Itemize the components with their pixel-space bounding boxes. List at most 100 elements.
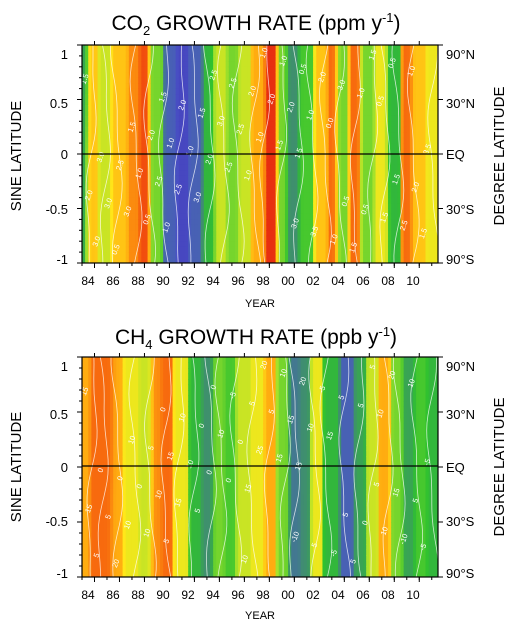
co2-heat-cell [144, 148, 149, 155]
co2-heat-cell [135, 45, 139, 52]
co2-heat-cell [425, 252, 430, 259]
co2-heat-cell [125, 213, 130, 220]
co2-heat-cell [353, 104, 358, 111]
co2-heat-cell [181, 137, 186, 144]
co2-heat-cell [250, 175, 255, 182]
co2-heat-cell [347, 235, 352, 242]
co2-heat-cell [191, 154, 196, 161]
co2-heat-cell [394, 99, 398, 106]
co2-heat-cell [316, 219, 320, 226]
co2-heat-cell [334, 241, 339, 248]
co2-heat-cell [178, 104, 183, 111]
co2-heat-cell [147, 235, 152, 242]
co2-heat-cell [284, 235, 289, 242]
co2-heat-cell [153, 257, 158, 263]
co2-heat-cell [85, 104, 89, 111]
co2-heat-cell [369, 230, 374, 237]
co2-heat-cell [369, 137, 374, 144]
co2-heat-cell [284, 230, 289, 237]
co2-heat-cell [144, 45, 149, 52]
co2-heat-cell [97, 126, 102, 133]
co2-heat-cell [428, 246, 433, 253]
co2-heat-cell [194, 143, 199, 150]
co2-heat-cell [203, 143, 208, 150]
co2-heat-cell [222, 55, 227, 62]
co2-heat-cell [403, 154, 408, 161]
co2-heat-cell [231, 154, 236, 161]
co2-heat-cell [244, 246, 249, 253]
co2-heat-cell [281, 213, 286, 220]
co2-heat-cell [97, 83, 102, 90]
co2-heat-cell [222, 181, 227, 188]
co2-heat-cell [331, 246, 336, 253]
co2-heat-cell [200, 94, 205, 101]
co2-heat-cell [260, 94, 264, 101]
co2-heat-cell [381, 159, 386, 166]
co2-heat-cell [260, 230, 264, 237]
co2-heat-cell [416, 99, 420, 106]
co2-heat-cell [256, 235, 261, 242]
co2-heat-cell [110, 137, 114, 144]
co2-heat-cell [338, 164, 342, 171]
co2-heat-cell [416, 50, 420, 57]
co2-heat-cell [103, 94, 108, 101]
co2-heat-cell [375, 230, 380, 237]
co2-heat-cell [197, 159, 202, 166]
co2-heat-cell [131, 154, 136, 161]
co2-heat-cell [363, 252, 367, 259]
co2-heat-cell [106, 77, 111, 84]
co2-heat-cell [434, 208, 438, 215]
co2-heat-cell [241, 208, 245, 215]
co2-heat-cell [319, 94, 324, 101]
co2-heat-cell [409, 143, 414, 150]
co2-heat-cell [413, 159, 417, 166]
co2-heat-cell [141, 132, 146, 139]
co2-heat-cell [228, 83, 233, 90]
co2-heat-cell [85, 77, 89, 84]
co2-heat-cell [309, 224, 314, 231]
co2-heat-cell [322, 241, 327, 248]
co2-heat-cell [359, 246, 364, 253]
co2-heat-cell [425, 110, 430, 117]
co2-heat-cell [263, 77, 267, 84]
co2-heat-cell [241, 126, 245, 133]
co2-heat-cell [309, 115, 314, 122]
co2-heat-cell [366, 50, 370, 57]
co2-heat-cell [197, 181, 202, 188]
co2-heat-cell [219, 143, 224, 150]
co2-heat-cell [288, 154, 292, 161]
co2-heat-cell [244, 137, 249, 144]
ch4-heat-cell [85, 555, 89, 562]
ch4-heat-cell [94, 357, 99, 364]
co2-heat-cell [247, 121, 252, 128]
co2-heat-cell [378, 170, 383, 177]
co2-heat-cell [125, 45, 130, 52]
co2-heat-cell [344, 203, 349, 210]
ch4-heat-cell [88, 500, 92, 507]
co2-heat-cell [284, 246, 289, 253]
co2-heat-cell [325, 50, 330, 57]
co2-heat-cell [394, 175, 398, 182]
co2-heat-cell [338, 235, 342, 242]
co2-heat-cell [391, 88, 395, 95]
co2-heat-cell [334, 164, 339, 171]
co2-heat-cell [110, 66, 114, 73]
co2-heat-cell [216, 132, 220, 139]
co2-heat-cell [241, 197, 245, 204]
co2-heat-cell [347, 181, 352, 188]
co2-heat-cell [122, 50, 127, 57]
co2-heat-cell [119, 83, 124, 90]
co2-heat-cell [91, 121, 96, 128]
co2-heat-cell [338, 99, 342, 106]
co2-heat-cell [347, 50, 352, 57]
co2-heat-cell [403, 170, 408, 177]
co2-heat-cell [341, 164, 345, 171]
co2-heat-cell [375, 181, 380, 188]
ch4-heat-cell [85, 373, 89, 380]
co2-heat-cell [141, 137, 146, 144]
ch4-heat-cell [97, 445, 102, 452]
co2-heat-cell [391, 224, 395, 231]
co2-heat-cell [366, 235, 370, 242]
co2-heat-cell [185, 170, 189, 177]
co2-heat-cell [378, 203, 383, 210]
